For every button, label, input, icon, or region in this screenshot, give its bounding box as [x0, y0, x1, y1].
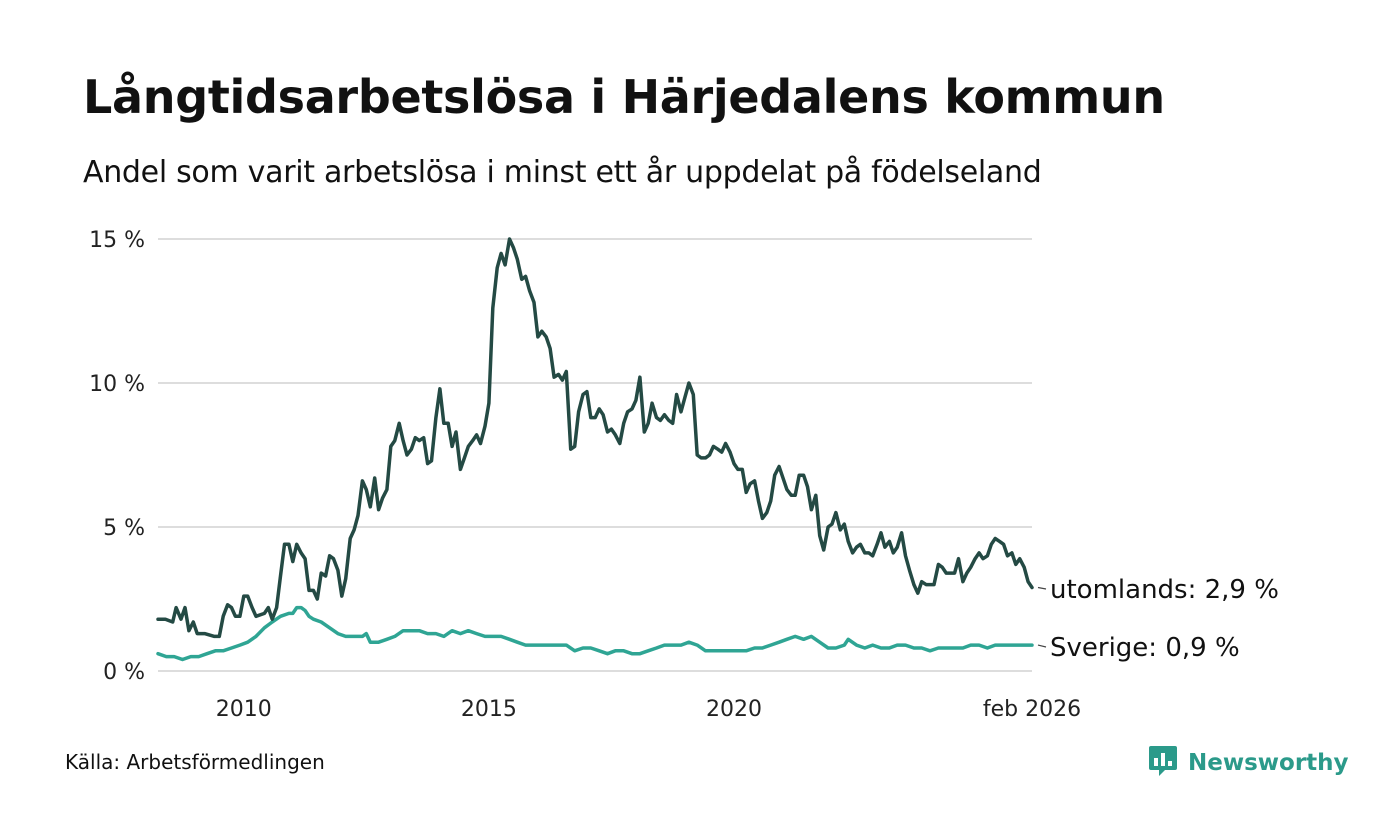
x-axis-ticks: 2010 2015 2020 feb 2026	[216, 697, 1081, 720]
bar-chart-logo-icon	[1148, 744, 1178, 782]
y-tick-label: 10 %	[89, 372, 145, 397]
y-tick-label: 5 %	[103, 516, 145, 541]
series-line-utomlands	[156, 237, 1034, 639]
gridlines	[158, 238, 1032, 672]
y-tick-label: 15 %	[89, 228, 145, 253]
series-lines	[156, 237, 1034, 662]
x-tick-label: 2020	[706, 697, 762, 720]
series-line-sverige	[156, 605, 1034, 662]
end-label-sverige: Sverige: 0,9 %	[1050, 633, 1240, 663]
brand-name: Newsworthy	[1188, 750, 1349, 776]
end-label-leader	[1037, 586, 1047, 590]
x-tick-label: 2015	[461, 697, 517, 720]
end-label-utomlands: utomlands: 2,9 %	[1050, 575, 1279, 605]
chart-subtitle: Andel som varit arbetslösa i minst ett å…	[83, 155, 1042, 190]
source-note: Källa: Arbetsförmedlingen	[65, 750, 325, 774]
x-tick-label: 2010	[216, 697, 272, 720]
chart-title: Långtidsarbetslösa i Härjedalens kommun	[83, 70, 1165, 124]
y-tick-label: 0 %	[103, 660, 145, 685]
line-chart: 0 % 5 % 10 % 15 % 2010 2015 2020 feb 2026 utom…	[89, 228, 1279, 720]
end-labels: utomlands: 2,9 % Sverige: 0,9 %	[1037, 575, 1279, 663]
x-tick-label: feb 2026	[983, 697, 1081, 720]
brand-logo[interactable]: Newsworthy	[1148, 744, 1349, 782]
end-label-leader	[1037, 644, 1047, 648]
y-axis-ticks: 0 % 5 % 10 % 15 %	[89, 228, 145, 685]
